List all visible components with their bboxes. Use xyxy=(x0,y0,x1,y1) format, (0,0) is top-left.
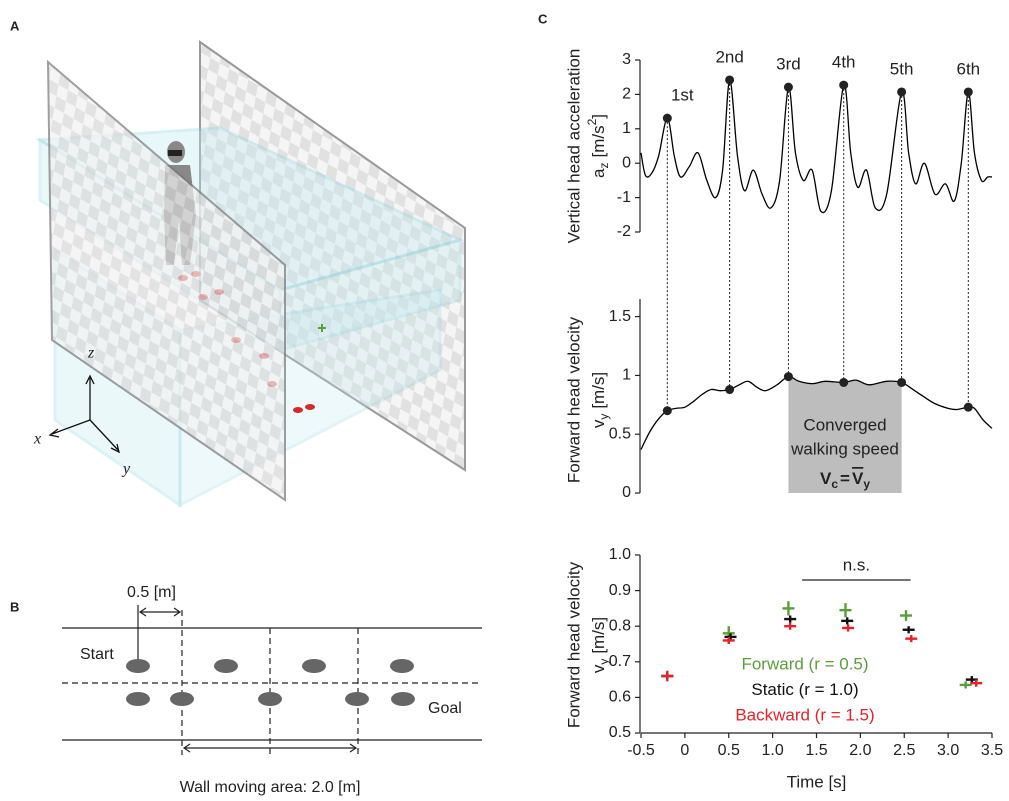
y-axis-unit: az [m/s2] xyxy=(585,114,611,178)
unit-symbol: a xyxy=(589,168,608,178)
y-tick-label: 0.9 xyxy=(609,582,631,599)
formula-part: = xyxy=(840,469,850,488)
x-axis-title: Time [s] xyxy=(787,772,847,791)
y-tick-label: -2 xyxy=(617,223,631,240)
unit-text: [m/s xyxy=(589,125,608,157)
annotation: n.s. xyxy=(843,555,870,574)
y-tick-label: -1 xyxy=(617,189,631,206)
axis-label: x xyxy=(33,431,41,448)
start-label: Start xyxy=(80,646,114,663)
y-axis-unit: vy [m/s] xyxy=(589,617,611,673)
x-tick-label: 1.5 xyxy=(805,742,827,759)
y-tick-label: 0.8 xyxy=(609,617,631,634)
y-tick-label: 1.5 xyxy=(609,308,631,325)
unit-subscript: y xyxy=(597,414,611,420)
y-tick-label: 0.7 xyxy=(609,653,631,670)
y-axis-title: Forward head velocity xyxy=(564,561,583,728)
peak-label: 1st xyxy=(671,86,694,105)
annotation: walking speed xyxy=(790,439,899,458)
formula-part: V xyxy=(852,469,864,488)
caption: Wall moving area: 2.0 [m] xyxy=(180,779,361,796)
unit-subscript: y xyxy=(597,659,611,665)
y-axis-title: Vertical head acceleration xyxy=(564,49,583,244)
annotation: Converged xyxy=(803,415,886,434)
panel-b-diagram xyxy=(62,605,482,755)
unit-superscript: 2 xyxy=(585,118,599,125)
x-tick-label: 2.0 xyxy=(849,742,871,759)
peak-marker xyxy=(897,377,907,387)
goal-label: Goal xyxy=(428,700,462,717)
x-tick-label: 1.0 xyxy=(762,742,784,759)
x-tick-label: 0.5 xyxy=(718,742,740,759)
x-tick-label: 3.5 xyxy=(981,742,1003,759)
formula-part: c xyxy=(831,477,838,491)
x-tick-label: 2.5 xyxy=(893,742,915,759)
unit-subscript: z xyxy=(597,163,611,169)
axis-label: y xyxy=(121,461,131,478)
unit-symbol: v xyxy=(589,664,608,673)
legend-entry: Forward (r = 0.5) xyxy=(741,654,868,673)
y-tick-label: 1.0 xyxy=(609,546,631,563)
shaded-region xyxy=(788,376,902,493)
y-tick-label: 0.5 xyxy=(609,724,631,741)
y-axis-unit: vy [m/s] xyxy=(589,372,611,428)
y-tick-label: 3 xyxy=(622,51,631,68)
legend-entry: Static (r = 1.0) xyxy=(751,680,858,699)
formula-part: y xyxy=(863,477,870,491)
peak-marker xyxy=(963,402,973,412)
x-tick-label: 0 xyxy=(680,742,689,759)
y-tick-label: 1 xyxy=(622,120,631,137)
unit-text: [m/s] xyxy=(589,372,608,409)
panel-label: B xyxy=(10,599,19,614)
unit-text: ] xyxy=(589,114,608,119)
axis-label: z xyxy=(87,345,95,362)
formula-part: V xyxy=(820,469,832,488)
y-tick-label: 0.6 xyxy=(609,689,631,706)
line xyxy=(640,79,993,214)
peak-label: 2nd xyxy=(715,47,743,66)
y-tick-label: 2 xyxy=(622,86,631,103)
unit-symbol: v xyxy=(589,419,608,428)
peak-label: 6th xyxy=(956,59,980,78)
y-axis-title: Forward head velocity xyxy=(564,316,583,483)
peak-label: 3rd xyxy=(776,55,801,74)
panel-label: C xyxy=(538,11,548,26)
peak-label: 5th xyxy=(890,59,914,78)
unit-text: [m/s] xyxy=(589,617,608,654)
y-tick-label: 0 xyxy=(622,484,631,501)
y-tick-label: 0.5 xyxy=(609,425,631,442)
peak-label: 4th xyxy=(832,53,856,72)
y-tick-label: 1 xyxy=(622,367,631,384)
panel-label: A xyxy=(10,18,20,33)
dimension-label: 0.5 [m] xyxy=(127,584,176,601)
panel-a-illustration xyxy=(35,40,466,508)
x-tick-label: -0.5 xyxy=(627,742,655,759)
line xyxy=(640,375,993,450)
x-tick-label: 3.0 xyxy=(937,742,959,759)
y-tick-label: 0 xyxy=(622,154,631,171)
formula: Vc = Vy xyxy=(820,469,870,491)
legend-entry: Backward (r = 1.5) xyxy=(735,705,874,724)
